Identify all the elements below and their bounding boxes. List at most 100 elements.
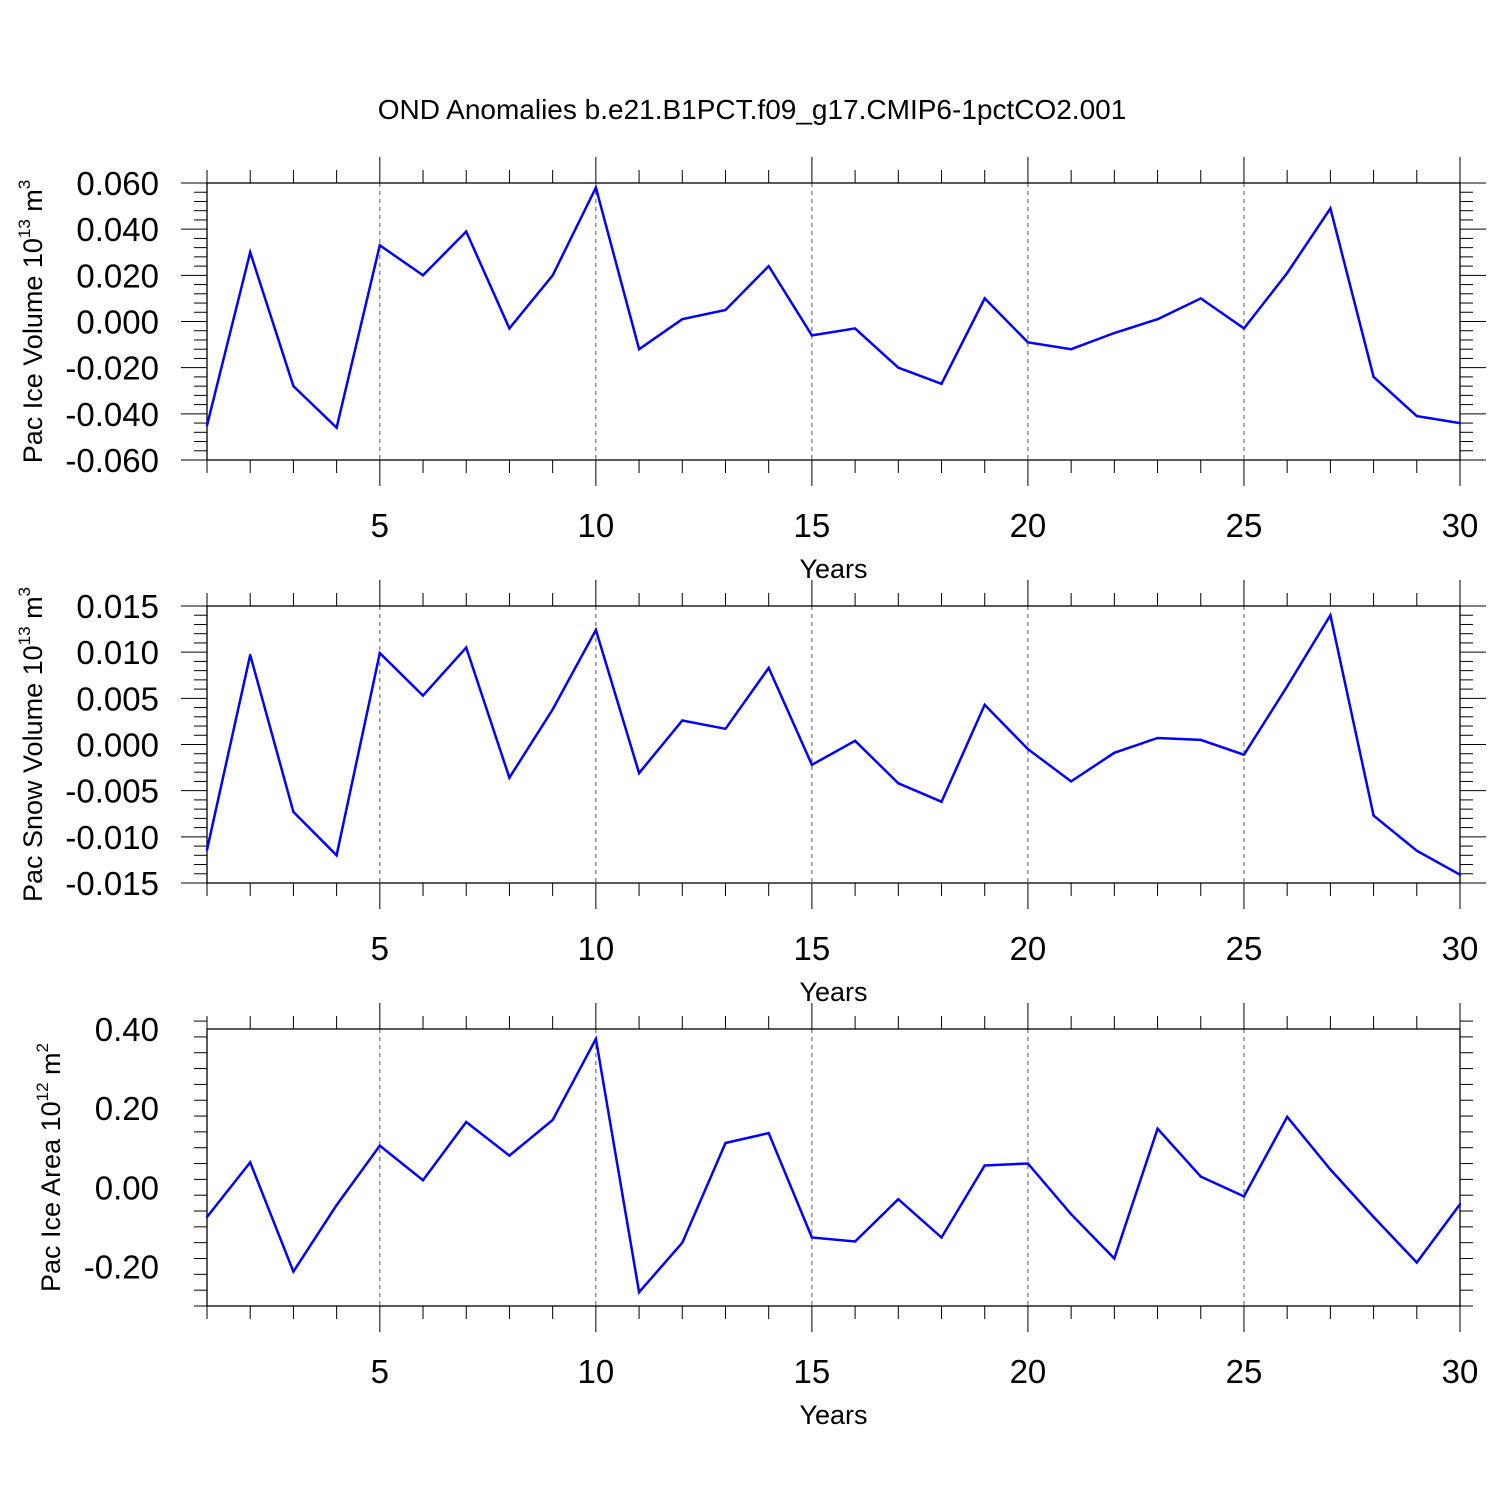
data-point bbox=[1285, 271, 1289, 275]
data-point bbox=[1199, 297, 1202, 300]
data-point bbox=[205, 424, 209, 427]
data-point bbox=[1113, 331, 1116, 335]
data-point bbox=[810, 334, 814, 337]
plot-frame bbox=[206, 605, 1461, 884]
data-point bbox=[1026, 747, 1030, 751]
data-point bbox=[1156, 1127, 1159, 1130]
y-tick-label: 0.010 bbox=[76, 634, 159, 671]
x-tick-label: 15 bbox=[794, 507, 831, 544]
data-point bbox=[1372, 814, 1375, 817]
x-tick-label: 15 bbox=[794, 930, 831, 967]
y-tick-label: -0.010 bbox=[65, 819, 159, 856]
data-point bbox=[1069, 1212, 1073, 1216]
data-point bbox=[810, 763, 814, 767]
x-axis-label: Years bbox=[799, 977, 867, 1007]
data-point bbox=[421, 1178, 425, 1182]
data-point bbox=[897, 366, 900, 369]
data-point bbox=[1458, 1203, 1462, 1206]
x-tick-label: 10 bbox=[578, 1353, 615, 1390]
x-axis-label: Years bbox=[799, 1400, 867, 1430]
data-point bbox=[1113, 1257, 1116, 1260]
x-tick-label: 30 bbox=[1442, 930, 1479, 967]
data-point bbox=[1069, 780, 1073, 783]
x-tick-label: 25 bbox=[1226, 507, 1263, 544]
y-tick-label: -0.040 bbox=[65, 396, 159, 433]
x-tick-label: 5 bbox=[371, 930, 389, 967]
data-point bbox=[421, 274, 425, 277]
x-axis-label: Years bbox=[799, 554, 867, 584]
x-tick-label: 30 bbox=[1442, 1353, 1479, 1390]
data-point bbox=[724, 308, 727, 312]
y-tick-label: 0.020 bbox=[76, 257, 159, 294]
plot-frame bbox=[206, 182, 1461, 461]
data-point bbox=[767, 1131, 770, 1135]
data-point bbox=[335, 426, 338, 429]
data-point bbox=[681, 317, 684, 321]
data-point bbox=[1458, 421, 1462, 425]
panel-2: 5 10 15 20 25 30 -0.015 -0.010 -0.005 0.000 0.005 0… bbox=[15, 580, 1486, 1007]
data-point bbox=[465, 646, 468, 649]
data-point bbox=[1329, 207, 1332, 210]
series-line bbox=[205, 611, 1461, 876]
x-tick-label: 25 bbox=[1226, 1353, 1263, 1390]
x-tick-label: 10 bbox=[578, 507, 615, 544]
data-point bbox=[378, 651, 382, 655]
data-point bbox=[292, 384, 295, 388]
data-point bbox=[1329, 614, 1332, 617]
data-point bbox=[465, 230, 468, 233]
data-point bbox=[421, 694, 425, 697]
x-tick-label: 15 bbox=[794, 1353, 831, 1390]
y-tick-label: -0.005 bbox=[65, 773, 159, 810]
data-point bbox=[1199, 1175, 1202, 1178]
data-point bbox=[767, 666, 770, 670]
panel-3: 5 10 15 20 25 30 -0.20 0.00 0.20 0.40 Years Pac Ice… bbox=[33, 1003, 1478, 1430]
data-point bbox=[335, 1203, 338, 1207]
data-point bbox=[335, 854, 338, 857]
data-point bbox=[1372, 1215, 1375, 1219]
y-tick-label: 0.20 bbox=[95, 1090, 159, 1127]
data-point bbox=[1242, 327, 1246, 330]
data-point bbox=[637, 771, 641, 775]
figure-title: OND Anomalies b.e21.B1PCT.f09_g17.CMIP6-… bbox=[378, 94, 1127, 125]
data-point bbox=[897, 1197, 900, 1201]
y-axis-label: Pac Snow Volume 1013 m3 bbox=[15, 587, 48, 902]
plot-frame bbox=[206, 1028, 1461, 1307]
y-tick-label: 0.00 bbox=[95, 1169, 159, 1206]
y-tick-label: 0.40 bbox=[95, 1011, 159, 1048]
data-point bbox=[594, 628, 598, 632]
data-point bbox=[1329, 1168, 1332, 1171]
data-point bbox=[1156, 317, 1159, 321]
data-point bbox=[508, 776, 511, 779]
x-tick-label: 5 bbox=[371, 507, 389, 544]
y-tick-label: 0.060 bbox=[76, 165, 159, 202]
panel-1: 5 10 15 20 25 30 -0.060 -0.040 -0.020 0.000 0.020 0… bbox=[15, 157, 1486, 584]
y-tick-label: 0.015 bbox=[76, 588, 159, 625]
data-point bbox=[1415, 414, 1418, 418]
data-point bbox=[1242, 1195, 1246, 1198]
data-point bbox=[1026, 1162, 1030, 1165]
data-point bbox=[1458, 873, 1462, 876]
y-tick-label: 0.000 bbox=[76, 304, 159, 341]
y-tick-label: 0.000 bbox=[76, 727, 159, 764]
data-point bbox=[594, 1037, 598, 1041]
data-point bbox=[983, 703, 986, 706]
data-point bbox=[940, 800, 943, 803]
data-point bbox=[249, 653, 252, 657]
data-point bbox=[594, 186, 598, 189]
data-point bbox=[681, 1241, 684, 1244]
data-point bbox=[1069, 348, 1073, 351]
data-point bbox=[853, 1240, 857, 1243]
data-point bbox=[249, 1161, 252, 1164]
data-point bbox=[378, 244, 382, 247]
data-point bbox=[681, 719, 684, 722]
data-point bbox=[1026, 341, 1030, 344]
data-point bbox=[724, 727, 727, 731]
data-point bbox=[551, 274, 554, 277]
data-point bbox=[810, 1236, 814, 1239]
data-point bbox=[292, 810, 295, 814]
y-tick-label: -0.20 bbox=[84, 1248, 159, 1285]
data-point bbox=[940, 382, 943, 386]
data-point bbox=[637, 1290, 641, 1294]
data-point bbox=[1199, 738, 1202, 742]
